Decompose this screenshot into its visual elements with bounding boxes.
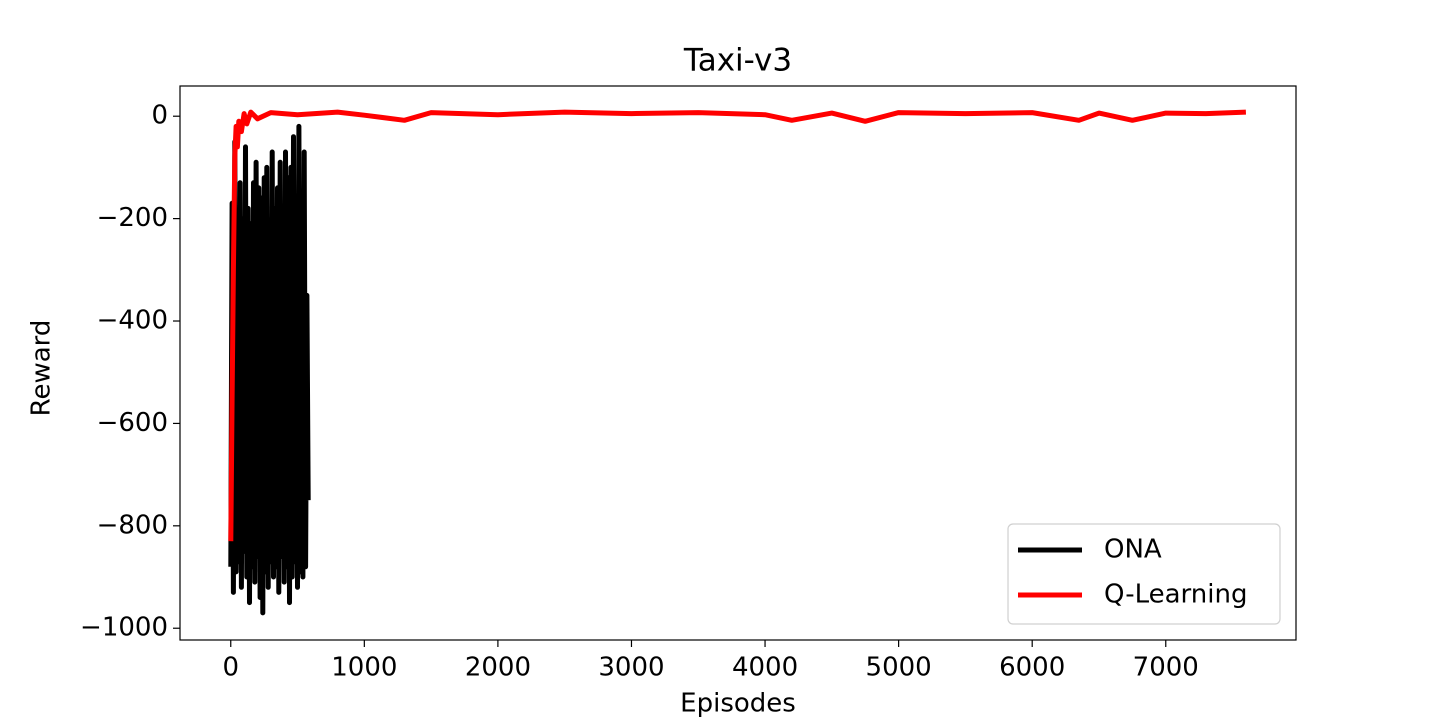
- plot-frame: [179, 85, 1297, 641]
- x-tick-label: 0: [222, 653, 239, 683]
- y-tick-label: 0: [151, 101, 168, 131]
- x-axis-label: Episodes: [680, 689, 796, 719]
- x-tick-label: 3000: [598, 653, 664, 683]
- line-series: [228, 123, 311, 616]
- x-tick-label: 5000: [866, 653, 932, 683]
- y-axis-label: Reward: [27, 320, 57, 417]
- x-tick-label: 1000: [331, 653, 397, 683]
- x-tick-label: 2000: [465, 653, 531, 683]
- x-tick-label: 6000: [999, 653, 1065, 683]
- y-tick-label: −200: [97, 203, 168, 233]
- chart-title: Taxi-v3: [683, 43, 792, 79]
- legend-label: Q-Learning: [1104, 580, 1247, 610]
- legend-label: ONA: [1104, 535, 1162, 565]
- x-tick-label: 4000: [732, 653, 798, 683]
- line-series: [228, 109, 1246, 542]
- y-tick-label: −400: [97, 306, 168, 336]
- y-tick-label: −600: [97, 408, 168, 438]
- y-tick-label: −800: [97, 510, 168, 540]
- y-tick-label: −1000: [80, 613, 168, 643]
- x-tick-label: 7000: [1133, 653, 1199, 683]
